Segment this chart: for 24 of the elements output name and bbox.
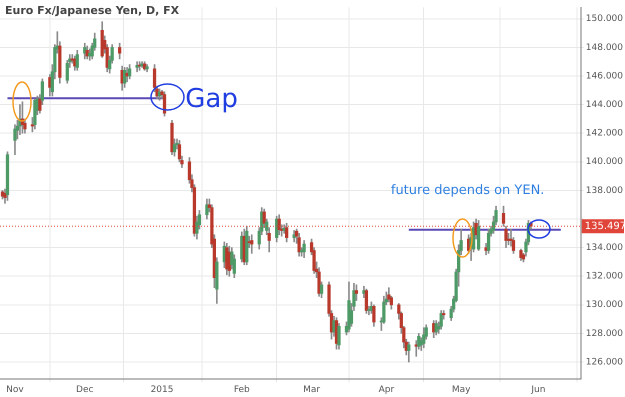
y-tick-label: 126.000 [586,357,624,368]
x-tick-label: Dec [76,384,94,395]
y-tick-label: 150.000 [586,14,624,24]
x-tick-label: Apr [378,384,394,395]
x-tick-label: 2015 [150,384,174,395]
y-tick-label: 128.000 [586,328,624,339]
x-tick-label: Feb [234,384,250,395]
x-tick-label: Jun [530,384,546,395]
annotation: future depends on YEN. [390,183,544,198]
y-tick-label: 134.000 [586,242,624,253]
y-tick-label: 148.000 [586,42,624,53]
x-tick-label: Nov [6,384,24,395]
y-tick-label: 146.000 [586,71,624,82]
ref-line-label: 135.497 [584,220,625,232]
x-tick-label: Mar [303,384,320,395]
x-tick-label: May [452,384,472,395]
y-tick-label: 130.000 [586,300,624,310]
y-tick-label: 132.000 [586,272,624,282]
annotation: Gap [185,84,238,114]
y-tick-label: 138.000 [586,186,624,196]
chart-title: Euro Fx/Japanese Yen, D, FX [5,4,180,17]
y-tick-label: 140.000 [586,157,624,168]
y-tick-label: 142.000 [586,128,624,139]
y-tick-label: 144.000 [586,100,624,110]
